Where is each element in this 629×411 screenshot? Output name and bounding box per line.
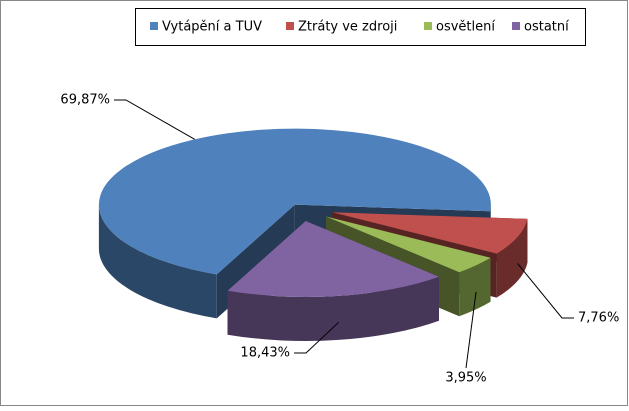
legend-label: Vytápění a TUV — [162, 20, 262, 35]
slice-top — [326, 216, 491, 273]
legend-label: Ztráty ve zdroji — [298, 20, 397, 35]
legend-label: ostatní — [524, 20, 569, 35]
legend-swatch — [512, 22, 520, 30]
slice-top — [98, 128, 491, 275]
slice-side — [227, 276, 439, 341]
slice — [227, 220, 439, 341]
slice-side — [98, 204, 217, 319]
slice-top — [332, 212, 528, 254]
leader-line — [294, 321, 339, 354]
leader-line — [465, 291, 477, 369]
leader-line — [114, 99, 195, 140]
data-label: 69,87% — [60, 93, 110, 108]
legend-label: osvětlení — [436, 20, 495, 35]
slice-top — [227, 220, 439, 297]
slice-side — [496, 218, 528, 298]
legend-swatch — [286, 22, 294, 30]
data-label: 18,43% — [240, 346, 290, 361]
leader-line — [517, 263, 574, 319]
data-label: 7,76% — [578, 311, 619, 326]
slice-side — [459, 257, 491, 317]
legend-swatch — [424, 22, 432, 30]
legend-swatch — [150, 22, 158, 30]
data-label: 3,95% — [445, 371, 486, 386]
legend-box — [135, 8, 586, 46]
